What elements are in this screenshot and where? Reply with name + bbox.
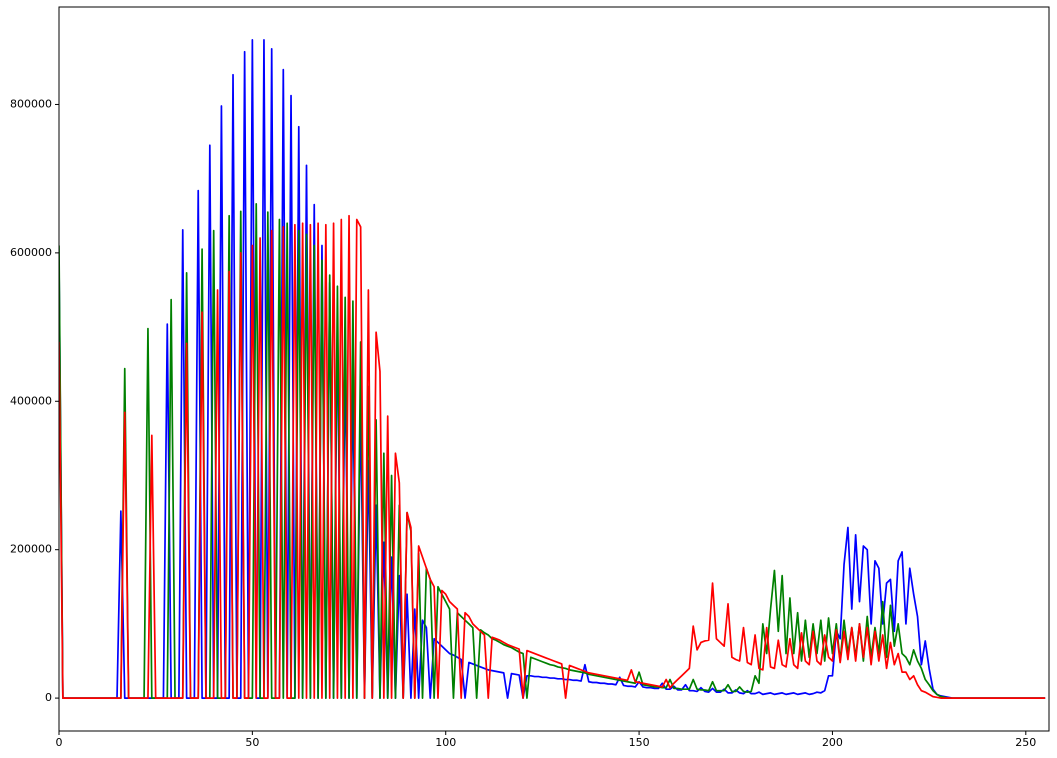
axes-frame [58, 6, 1050, 732]
x-tick-label: 200 [822, 736, 843, 749]
y-tick-label: 0 [45, 691, 52, 704]
x-tick-label: 0 [56, 736, 63, 749]
plot-area [59, 39, 1046, 699]
x-tick-label: 250 [1015, 736, 1036, 749]
series-line [59, 39, 1046, 699]
series-line [59, 214, 1046, 699]
y-tick-label: 400000 [10, 394, 52, 407]
x-tick-label: 100 [435, 736, 456, 749]
y-tick-label: 200000 [10, 543, 52, 556]
y-tick-label: 600000 [10, 246, 52, 259]
x-tick-label: 50 [245, 736, 259, 749]
x-tick-label: 150 [629, 736, 650, 749]
y-tick-label: 800000 [10, 97, 52, 110]
